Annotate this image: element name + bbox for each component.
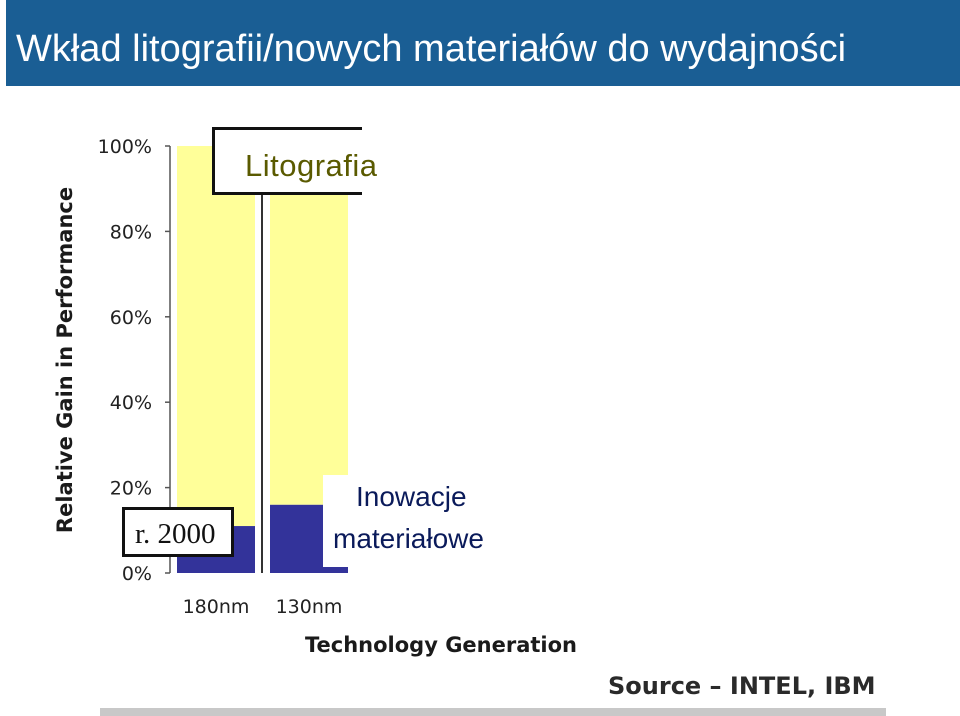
y-tick-label: 20% [110,478,152,500]
bar-130nm-series-1 [270,146,348,505]
x-axis-title: Technology Generation [305,633,577,657]
title-bar: Wkład litografii/nowych materiałów do wy… [6,0,960,86]
innovation-callout: Inowacje materiałowe [323,475,518,567]
bar-180nm-series-1 [177,146,255,527]
innovation-label-line1: Inowacje [356,481,467,512]
x-tick-label: 130nm [276,596,343,618]
source-note: Source – INTEL, IBM [608,672,876,700]
year-label: r. 2000 [135,518,216,550]
y-tick-label: 80% [110,221,152,243]
footer-strip [100,708,886,716]
year-callout: r. 2000 [122,507,234,557]
litografia-callout: Litografia [212,127,377,195]
litografia-label: Litografia [245,148,378,183]
slide-title: Wkład litografii/nowych materiałów do wy… [16,28,847,70]
y-tick-label: 40% [110,392,152,414]
innovation-label-line2: materiałowe [333,523,484,554]
x-tick-label: 180nm [183,596,250,618]
y-axis-title: Relative Gain in Performance [53,187,77,533]
y-tick-label: 100% [98,136,152,158]
y-tick-label: 0% [122,563,152,585]
y-tick-label: 60% [110,307,152,329]
